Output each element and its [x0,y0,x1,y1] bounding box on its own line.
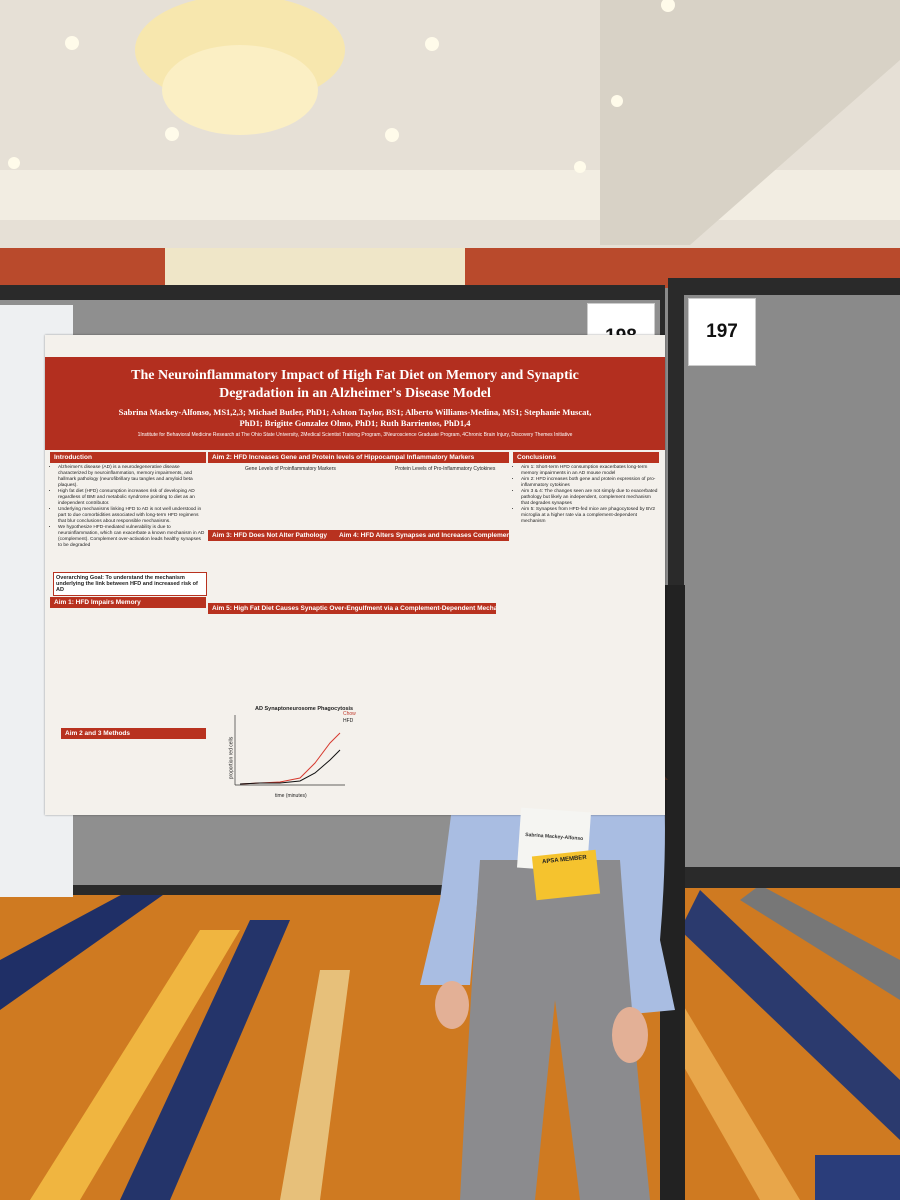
stripe [120,920,290,1200]
stripe [815,1155,900,1200]
bullet: High fat diet (HFD) consumption increase… [58,489,205,507]
stripe [30,930,240,1200]
legend-entry: HFD [343,718,354,724]
hand [612,1007,648,1063]
bullet: Aim 2: HFD increases both gene and prote… [521,477,658,489]
bullet: Aim 3 & 4: The changes seen are not simp… [521,489,658,507]
badge-ribbon: APSA MEMBER [531,849,601,901]
hand [435,981,469,1029]
section-heading: Conclusions [513,452,659,463]
poster-authors: Sabrina Mackey-Alfonso, MS1,2,3; Michael… [118,407,592,428]
section-heading: Aim 2 and 3 Methods [61,728,206,739]
board-right [684,295,900,867]
section-heading: Aim 2: HFD Increases Gene and Protein le… [208,452,509,463]
light [8,157,20,169]
x-axis-label: time (minutes) [275,793,307,799]
title-bar: The Neuroinflammatory Impact of High Fat… [45,357,665,450]
section-heading: Aim 1: HFD Impairs Memory [50,597,206,608]
stripe [0,890,170,1010]
light [611,95,623,107]
poster-title: The Neuroinflammatory Impact of High Fat… [131,368,579,401]
stripe [680,1000,800,1200]
poster-affiliations: 1Institute for Behavioral Medicine Resea… [137,432,573,438]
stripe [680,890,900,1140]
bullet: Aim 1: Short-term HFD consumption exacer… [521,465,658,477]
bullet-list: Aim 1: Short-term HFD consumption exacer… [513,465,658,525]
figure-label: Protein Levels of Pro-Inflammatory Cytok… [395,466,496,472]
carpet-stripes [0,885,900,1200]
chart-title: AD Synaptoneurosome Phagocytosis [255,706,354,712]
bullet: Alzheimer's disease (AD) is a neurodegen… [58,465,205,489]
line-chow [239,749,341,785]
board-number: 197 [688,298,756,366]
line-hfd [239,732,341,785]
poster: The Neuroinflammatory Impact of High Fat… [45,335,665,815]
bullet: Aim 5: Synapses from HFD-fed mice are ph… [521,507,658,525]
light [385,128,399,142]
intro-text: Alzheimer's disease (AD) is a neurodegen… [50,465,205,549]
conclusions-text: Aim 1: Short-term HFD consumption exacer… [513,465,658,525]
wall-panel [165,248,465,288]
section-heading: Aim 3: HFD Does Not Alter Pathology [208,530,336,541]
bullet-list: Alzheimer's disease (AD) is a neurodegen… [50,465,205,549]
phagocytosis-plot [234,715,345,786]
light [165,127,179,141]
figure-label: Gene Levels of Proinflammatory Markers [245,466,336,472]
stripe [280,970,350,1200]
section-heading: Aim 5: High Fat Diet Causes Synaptic Ove… [208,603,496,614]
bullet: Underlying mechanisms linking HFD to AD … [58,507,205,525]
trousers [460,860,650,1200]
bullet: We hypothesize HFD-mediated vulnerabilit… [58,525,205,549]
badge-name: Sabrina Mackey-Alfonso [525,831,584,843]
light [661,0,675,12]
light [65,36,79,50]
goal: Overarching Goal: To understand the mech… [53,572,207,596]
ceiling-lights [8,0,675,173]
section-heading: Aim 4: HFD Alters Synapses and Increases… [335,530,509,541]
light [425,37,439,51]
legend-entry: Chow [343,711,356,717]
stripe [740,885,900,1000]
light [574,161,586,173]
section-heading: Introduction [50,452,206,463]
chandelier-shade [162,45,318,135]
ceiling-slope [600,0,900,245]
